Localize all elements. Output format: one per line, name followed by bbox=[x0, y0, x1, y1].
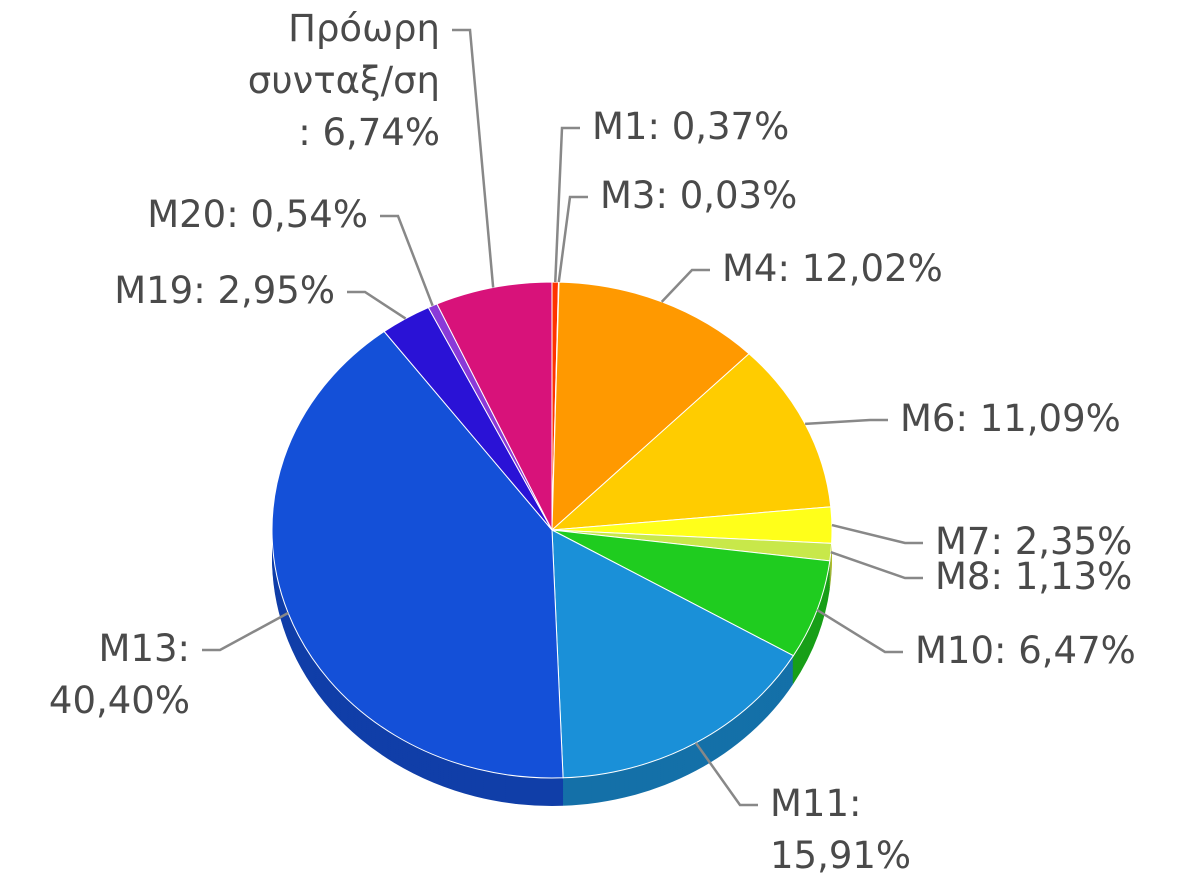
label-line: M7: 2,35% bbox=[935, 520, 1132, 563]
leader-line bbox=[557, 195, 588, 283]
leader-line bbox=[694, 742, 758, 807]
leader-line bbox=[816, 608, 903, 654]
data-label: M20: 0,54% bbox=[147, 193, 368, 236]
data-label: M3: 0,03% bbox=[600, 174, 797, 217]
label-line: 40,40% bbox=[49, 679, 190, 722]
label-line: 15,91% bbox=[770, 834, 911, 877]
leader-line bbox=[380, 214, 434, 307]
data-label: M13: 40,40% bbox=[49, 627, 190, 722]
data-label: M10: 6,47% bbox=[915, 629, 1136, 672]
label-line: συνταξ/ση bbox=[248, 59, 440, 102]
label-line: M10: 6,47% bbox=[915, 629, 1136, 672]
leader-line bbox=[805, 418, 888, 426]
leader-line bbox=[660, 268, 710, 303]
leader-line bbox=[347, 290, 407, 320]
slice bbox=[551, 529, 831, 657]
slice bbox=[436, 281, 553, 531]
data-label: M7: 2,35% bbox=[935, 520, 1132, 563]
leader-line bbox=[831, 523, 923, 545]
label-line: M11: bbox=[770, 782, 861, 825]
label-line: M4: 12,02% bbox=[722, 247, 943, 290]
data-label: M4: 12,02% bbox=[722, 247, 943, 290]
label-line: M1: 0,37% bbox=[592, 105, 789, 148]
data-label: M19: 2,95% bbox=[114, 269, 335, 312]
label-line: Πρόωρη bbox=[288, 7, 440, 50]
data-label: M8: 1,13% bbox=[935, 555, 1132, 598]
leader-line bbox=[202, 611, 289, 652]
slice bbox=[550, 353, 832, 531]
data-label: M6: 11,09% bbox=[900, 397, 1121, 440]
label-line: M13: bbox=[99, 627, 190, 670]
slice bbox=[271, 330, 564, 779]
leader-line bbox=[452, 28, 495, 288]
label-line: M20: 0,54% bbox=[147, 193, 368, 236]
slice bbox=[551, 529, 795, 779]
label-line: M6: 11,09% bbox=[900, 397, 1121, 440]
label-line: M19: 2,95% bbox=[114, 269, 335, 312]
label-line: M8: 1,13% bbox=[935, 555, 1132, 598]
data-label: M1: 0,37% bbox=[592, 105, 789, 148]
label-line: : 6,74% bbox=[298, 111, 440, 154]
data-label: Πρόωρη συνταξ/ση : 6,74% bbox=[248, 7, 440, 154]
leader-line bbox=[830, 550, 923, 580]
leader-line bbox=[554, 126, 580, 283]
label-line: M3: 0,03% bbox=[600, 174, 797, 217]
data-label: M11: 15,91% bbox=[770, 782, 911, 877]
